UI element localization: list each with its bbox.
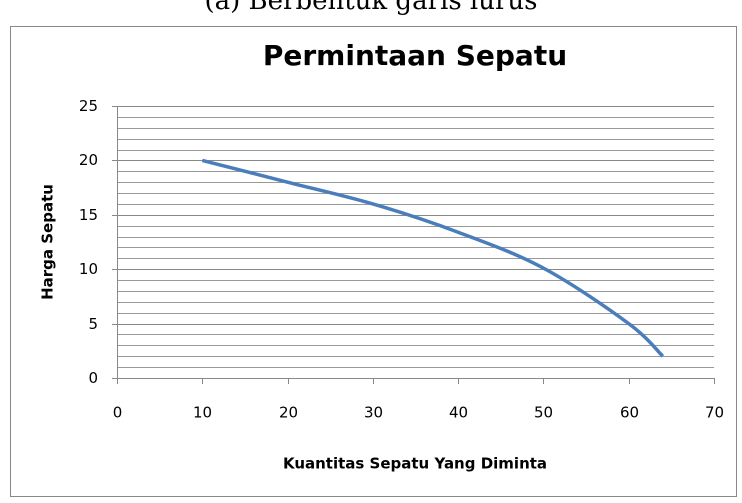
chart-frame	[10, 26, 737, 497]
line-series	[201, 158, 665, 358]
x-tick-label: 10	[193, 404, 212, 422]
x-tick-label: 50	[534, 404, 553, 422]
x-tick-label: 0	[113, 404, 123, 422]
y-axis-title: Harga Sepatu	[39, 184, 57, 300]
y-tick-label: 15	[79, 206, 98, 224]
y-tick-label: 10	[79, 260, 98, 278]
x-tick-label: 40	[449, 404, 468, 422]
y-tick-label: 5	[88, 315, 98, 333]
x-tick-label: 70	[705, 404, 724, 422]
y-tick-label: 20	[79, 151, 98, 169]
caption: (a) Berbentuk garis lurus	[204, 0, 537, 16]
y-tick-label: 0	[88, 369, 98, 387]
x-tick-label: 60	[620, 404, 639, 422]
x-tick-label: 20	[279, 404, 298, 422]
x-tick-label: 30	[364, 404, 383, 422]
chart-title: Permintaan Sepatu	[263, 39, 567, 72]
y-tick-label: 25	[79, 97, 98, 115]
x-axis-title: Kuantitas Sepatu Yang Diminta	[283, 455, 547, 473]
